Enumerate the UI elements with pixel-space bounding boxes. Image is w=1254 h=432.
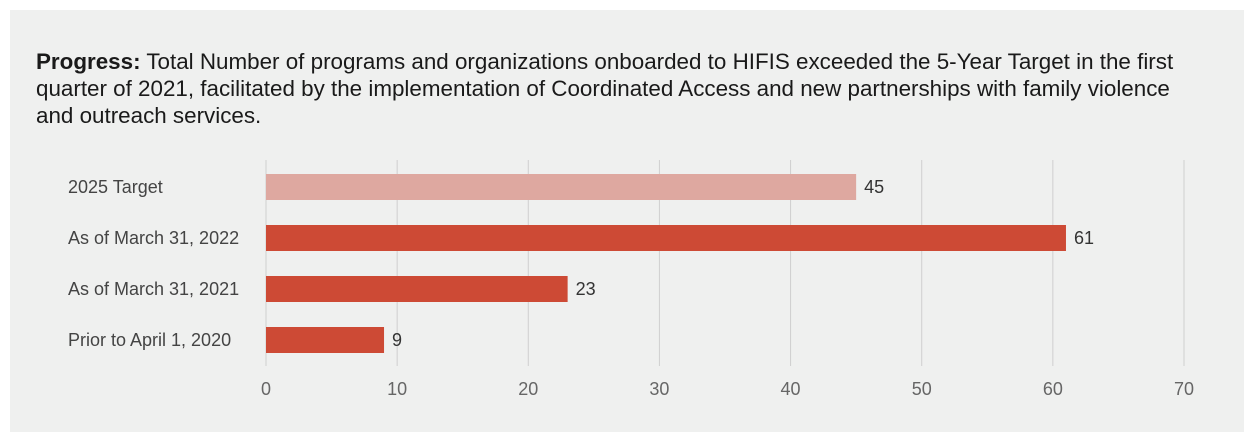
x-tick-label: 70: [1174, 379, 1194, 399]
x-tick-label: 0: [261, 379, 271, 399]
chart-panel: [10, 10, 1244, 432]
label-layer: 2025 Target 45 As of March 31, 2022 61 As of…: [68, 177, 1094, 350]
x-tick-label: 10: [387, 379, 407, 399]
bar-value-label: 23: [576, 279, 596, 299]
chart-heading: Progress: Total Number of programs and o…: [36, 48, 1206, 129]
heading-lead: Progress:: [36, 49, 141, 74]
x-tick-label: 20: [518, 379, 538, 399]
bar: [266, 327, 385, 353]
bar: [266, 276, 568, 302]
category-label: As of March 31, 2021: [68, 279, 239, 299]
x-tick-label: 50: [912, 379, 932, 399]
bar-value-label: 9: [392, 330, 402, 350]
x-tick-label: 60: [1043, 379, 1063, 399]
bar-layer: [266, 174, 1066, 353]
x-tick-label: 40: [781, 379, 801, 399]
x-tick-label: 30: [649, 379, 669, 399]
category-label: As of March 31, 2022: [68, 228, 239, 248]
bar: [266, 174, 857, 200]
category-label: 2025 Target: [68, 177, 163, 197]
bar: [266, 225, 1066, 251]
heading-text: Total Number of programs and organizatio…: [36, 49, 1174, 128]
bar-value-label: 45: [864, 177, 884, 197]
bar-value-label: 61: [1074, 228, 1094, 248]
x-axis-ticks: 0 10 20 30 40 50 60 70: [261, 379, 1194, 399]
category-label: Prior to April 1, 2020: [68, 330, 231, 350]
